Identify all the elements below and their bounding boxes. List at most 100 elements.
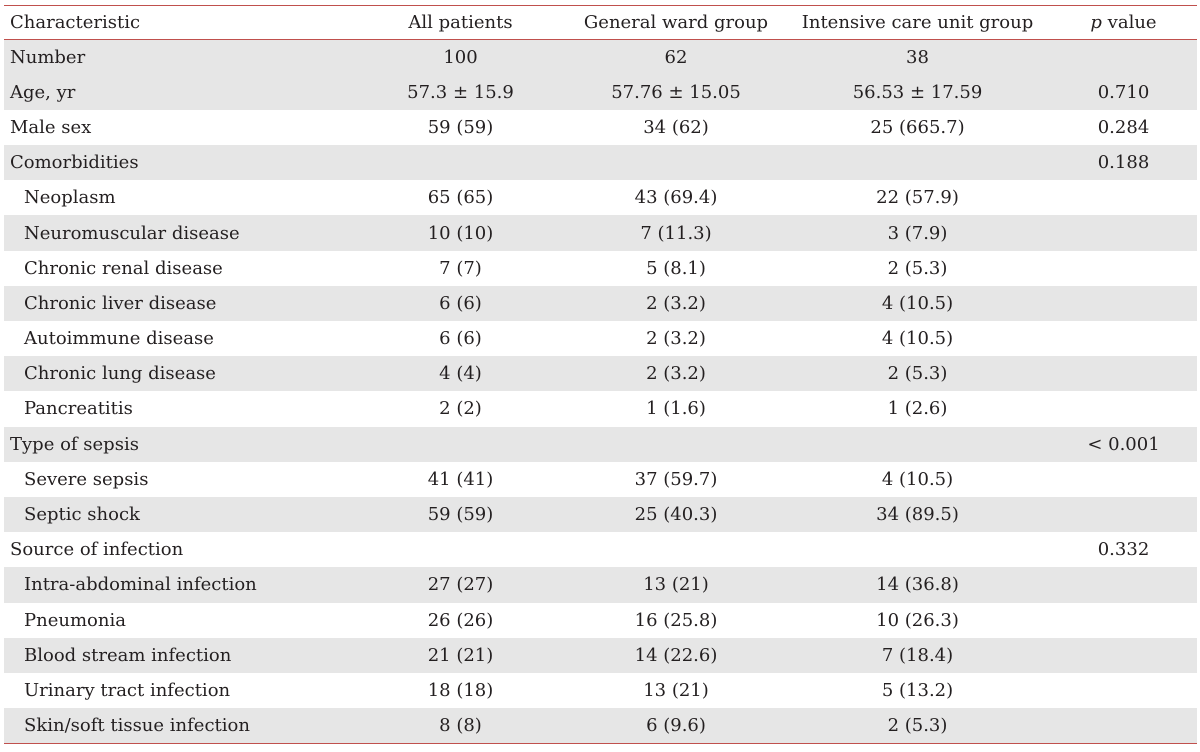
cell-general-ward: 37 (59.7)	[634, 468, 718, 490]
cell-p-value	[1050, 356, 1197, 391]
cell-general-ward: 34 (62)	[643, 116, 709, 138]
cell-general-ward: 57.76 ± 15.05	[611, 81, 741, 103]
cell-icu	[785, 427, 1050, 462]
cell-icu: 2 (5.3)	[887, 363, 948, 385]
cell-p-value	[1050, 462, 1197, 497]
cell-all-patients: 57.3 ± 15.9	[407, 81, 514, 103]
header-p-italic: p	[1090, 12, 1102, 33]
row-label: Number	[10, 46, 86, 68]
cell-all-patients: 100	[443, 46, 478, 68]
row-label: Blood stream infection	[24, 644, 232, 666]
cell-all-patients: 6 (6)	[439, 292, 482, 314]
header-p-value: p value	[1050, 6, 1197, 40]
header-row: Characteristic All patients General ward…	[4, 5, 1197, 40]
cell-p-value	[1050, 603, 1197, 638]
header-all-patients: All patients	[408, 12, 513, 33]
row-label: Comorbidities	[10, 152, 139, 174]
table-row: Male sex 59 (59) 34 (62) 25 (665.7) 0.28…	[4, 110, 1197, 145]
cell-icu: 10 (26.3)	[876, 609, 959, 631]
row-label: Neoplasm	[24, 187, 116, 209]
table-row: Intra-abdominal infection 27 (27) 13 (21…	[4, 567, 1197, 603]
cell-icu	[785, 532, 1050, 567]
table-row: Chronic renal disease 7 (7) 5 (8.1) 2 (5…	[4, 251, 1197, 286]
cell-all-patients: 18 (18)	[427, 679, 494, 701]
row-label: Severe sepsis	[24, 468, 149, 490]
row-label: Urinary tract infection	[24, 679, 231, 701]
cell-icu: 25 (665.7)	[870, 116, 965, 138]
cell-p-value: 0.188	[1097, 152, 1150, 174]
cell-p-value	[1050, 251, 1197, 286]
header-general-ward: General ward group	[583, 12, 769, 33]
table-row: Severe sepsis 41 (41) 37 (59.7) 4 (10.5)	[4, 462, 1197, 497]
cell-all-patients: 7 (7)	[439, 257, 482, 279]
table-row: Number 100 62 38	[4, 39, 1197, 75]
cell-all-patients: 26 (26)	[427, 609, 494, 631]
row-label: Male sex	[10, 116, 92, 138]
cell-icu: 4 (10.5)	[881, 468, 954, 490]
cell-all-patients	[354, 145, 567, 180]
table-row: Pancreatitis 2 (2) 1 (1.6) 1 (2.6)	[4, 391, 1197, 426]
row-label: Neuromuscular disease	[24, 222, 240, 244]
cell-icu: 2 (5.3)	[887, 257, 948, 279]
row-label: Skin/soft tissue infection	[24, 714, 250, 736]
characteristics-table-container: Characteristic All patients General ward…	[4, 5, 1197, 744]
cell-icu	[785, 145, 1050, 180]
table-row: Urinary tract infection 18 (18) 13 (21) …	[4, 673, 1197, 708]
cell-icu: 4 (10.5)	[881, 328, 954, 350]
cell-all-patients	[354, 427, 567, 462]
cell-p-value	[1050, 40, 1197, 75]
cell-all-patients: 6 (6)	[439, 328, 482, 350]
cell-icu: 34 (89.5)	[876, 504, 959, 526]
cell-p-value	[1050, 286, 1197, 321]
table-row: Type of sepsis < 0.001	[4, 426, 1197, 462]
row-label: Age, yr	[10, 81, 76, 103]
table-row: Neuromuscular disease 10 (10) 7 (11.3) 3…	[4, 215, 1197, 251]
cell-p-value	[1050, 180, 1197, 215]
cell-all-patients: 10 (10)	[427, 222, 494, 244]
row-label: Pancreatitis	[24, 398, 133, 420]
cell-general-ward: 2 (3.2)	[646, 292, 706, 314]
row-label: Autoimmune disease	[24, 328, 214, 350]
cell-p-value: 0.284	[1097, 116, 1150, 138]
table-row: Comorbidities 0.188	[4, 145, 1197, 181]
cell-p-value: 0.710	[1097, 81, 1150, 103]
cell-all-patients: 59 (59)	[427, 116, 494, 138]
row-label: Chronic lung disease	[24, 363, 216, 385]
cell-general-ward: 6 (9.6)	[646, 714, 706, 736]
cell-icu: 3 (7.9)	[887, 222, 948, 244]
row-label: Septic shock	[24, 504, 140, 526]
table-row: Autoimmune disease 6 (6) 2 (3.2) 4 (10.5…	[4, 321, 1197, 356]
cell-all-patients: 8 (8)	[439, 714, 482, 736]
cell-all-patients: 4 (4)	[439, 363, 482, 385]
table-row: Neoplasm 65 (65) 43 (69.4) 22 (57.9)	[4, 180, 1197, 215]
patient-characteristics-table: Characteristic All patients General ward…	[4, 5, 1197, 744]
cell-general-ward	[567, 427, 785, 462]
cell-icu: 7 (18.4)	[881, 644, 954, 666]
table-row: Chronic lung disease 4 (4) 2 (3.2) 2 (5.…	[4, 356, 1197, 392]
table-row: Age, yr 57.3 ± 15.9 57.76 ± 15.05 56.53 …	[4, 74, 1197, 110]
cell-icu: 14 (36.8)	[876, 574, 959, 596]
cell-all-patients: 41 (41)	[427, 468, 494, 490]
cell-icu: 4 (10.5)	[881, 292, 954, 314]
cell-general-ward: 14 (22.6)	[634, 644, 718, 666]
row-label: Type of sepsis	[10, 433, 139, 455]
cell-p-value	[1050, 391, 1197, 426]
cell-p-value	[1050, 638, 1197, 673]
cell-general-ward: 2 (3.2)	[646, 328, 706, 350]
cell-general-ward: 7 (11.3)	[640, 222, 712, 244]
cell-general-ward: 13 (21)	[643, 574, 709, 596]
cell-all-patients: 65 (65)	[427, 187, 494, 209]
cell-general-ward: 1 (1.6)	[646, 398, 706, 420]
cell-general-ward: 43 (69.4)	[634, 187, 718, 209]
cell-all-patients	[354, 532, 567, 567]
cell-all-patients: 59 (59)	[427, 504, 494, 526]
cell-p-value	[1050, 321, 1197, 356]
cell-general-ward: 62	[664, 46, 688, 68]
header-characteristic: Characteristic	[10, 12, 141, 33]
row-label: Intra-abdominal infection	[24, 574, 257, 596]
cell-p-value	[1050, 708, 1197, 743]
table-row: Source of infection 0.332	[4, 532, 1197, 567]
row-label: Source of infection	[10, 539, 184, 561]
table-row: Septic shock 59 (59) 25 (40.3) 34 (89.5)	[4, 496, 1197, 533]
cell-p-value: < 0.001	[1087, 433, 1160, 455]
